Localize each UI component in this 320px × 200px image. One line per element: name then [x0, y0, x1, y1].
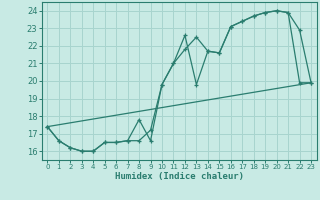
X-axis label: Humidex (Indice chaleur): Humidex (Indice chaleur)	[115, 172, 244, 181]
